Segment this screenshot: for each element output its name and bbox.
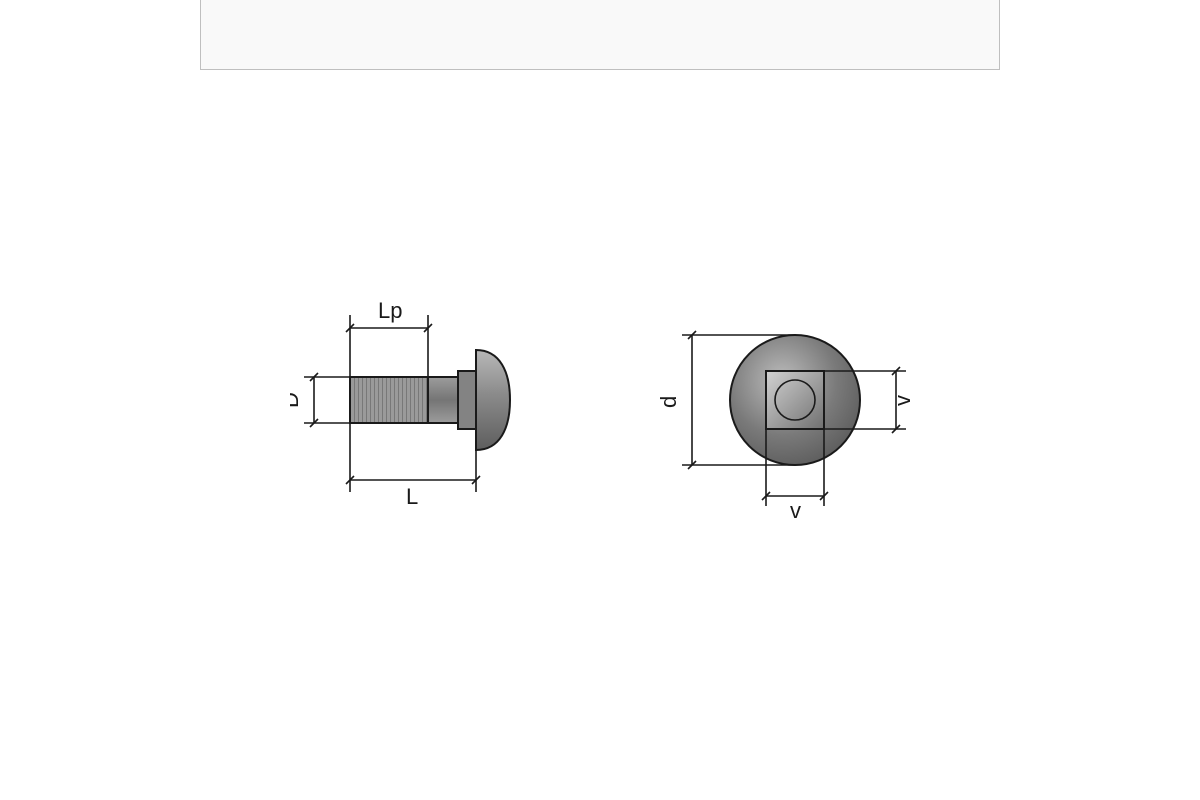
label-d: d: [656, 396, 681, 408]
side-view: Lp D L: [290, 298, 510, 509]
top-panel: [200, 0, 1000, 70]
label-D: D: [290, 392, 303, 408]
top-view: d v v: [656, 331, 915, 523]
label-L: L: [406, 484, 418, 509]
bolt-diagram: Lp D L: [290, 270, 930, 530]
dim-L: L: [346, 423, 480, 509]
dim-Lp: Lp: [346, 298, 432, 377]
label-Lp: Lp: [378, 298, 402, 323]
label-v2: v: [790, 498, 801, 523]
dim-D: D: [290, 373, 350, 427]
label-v1: v: [890, 395, 915, 406]
